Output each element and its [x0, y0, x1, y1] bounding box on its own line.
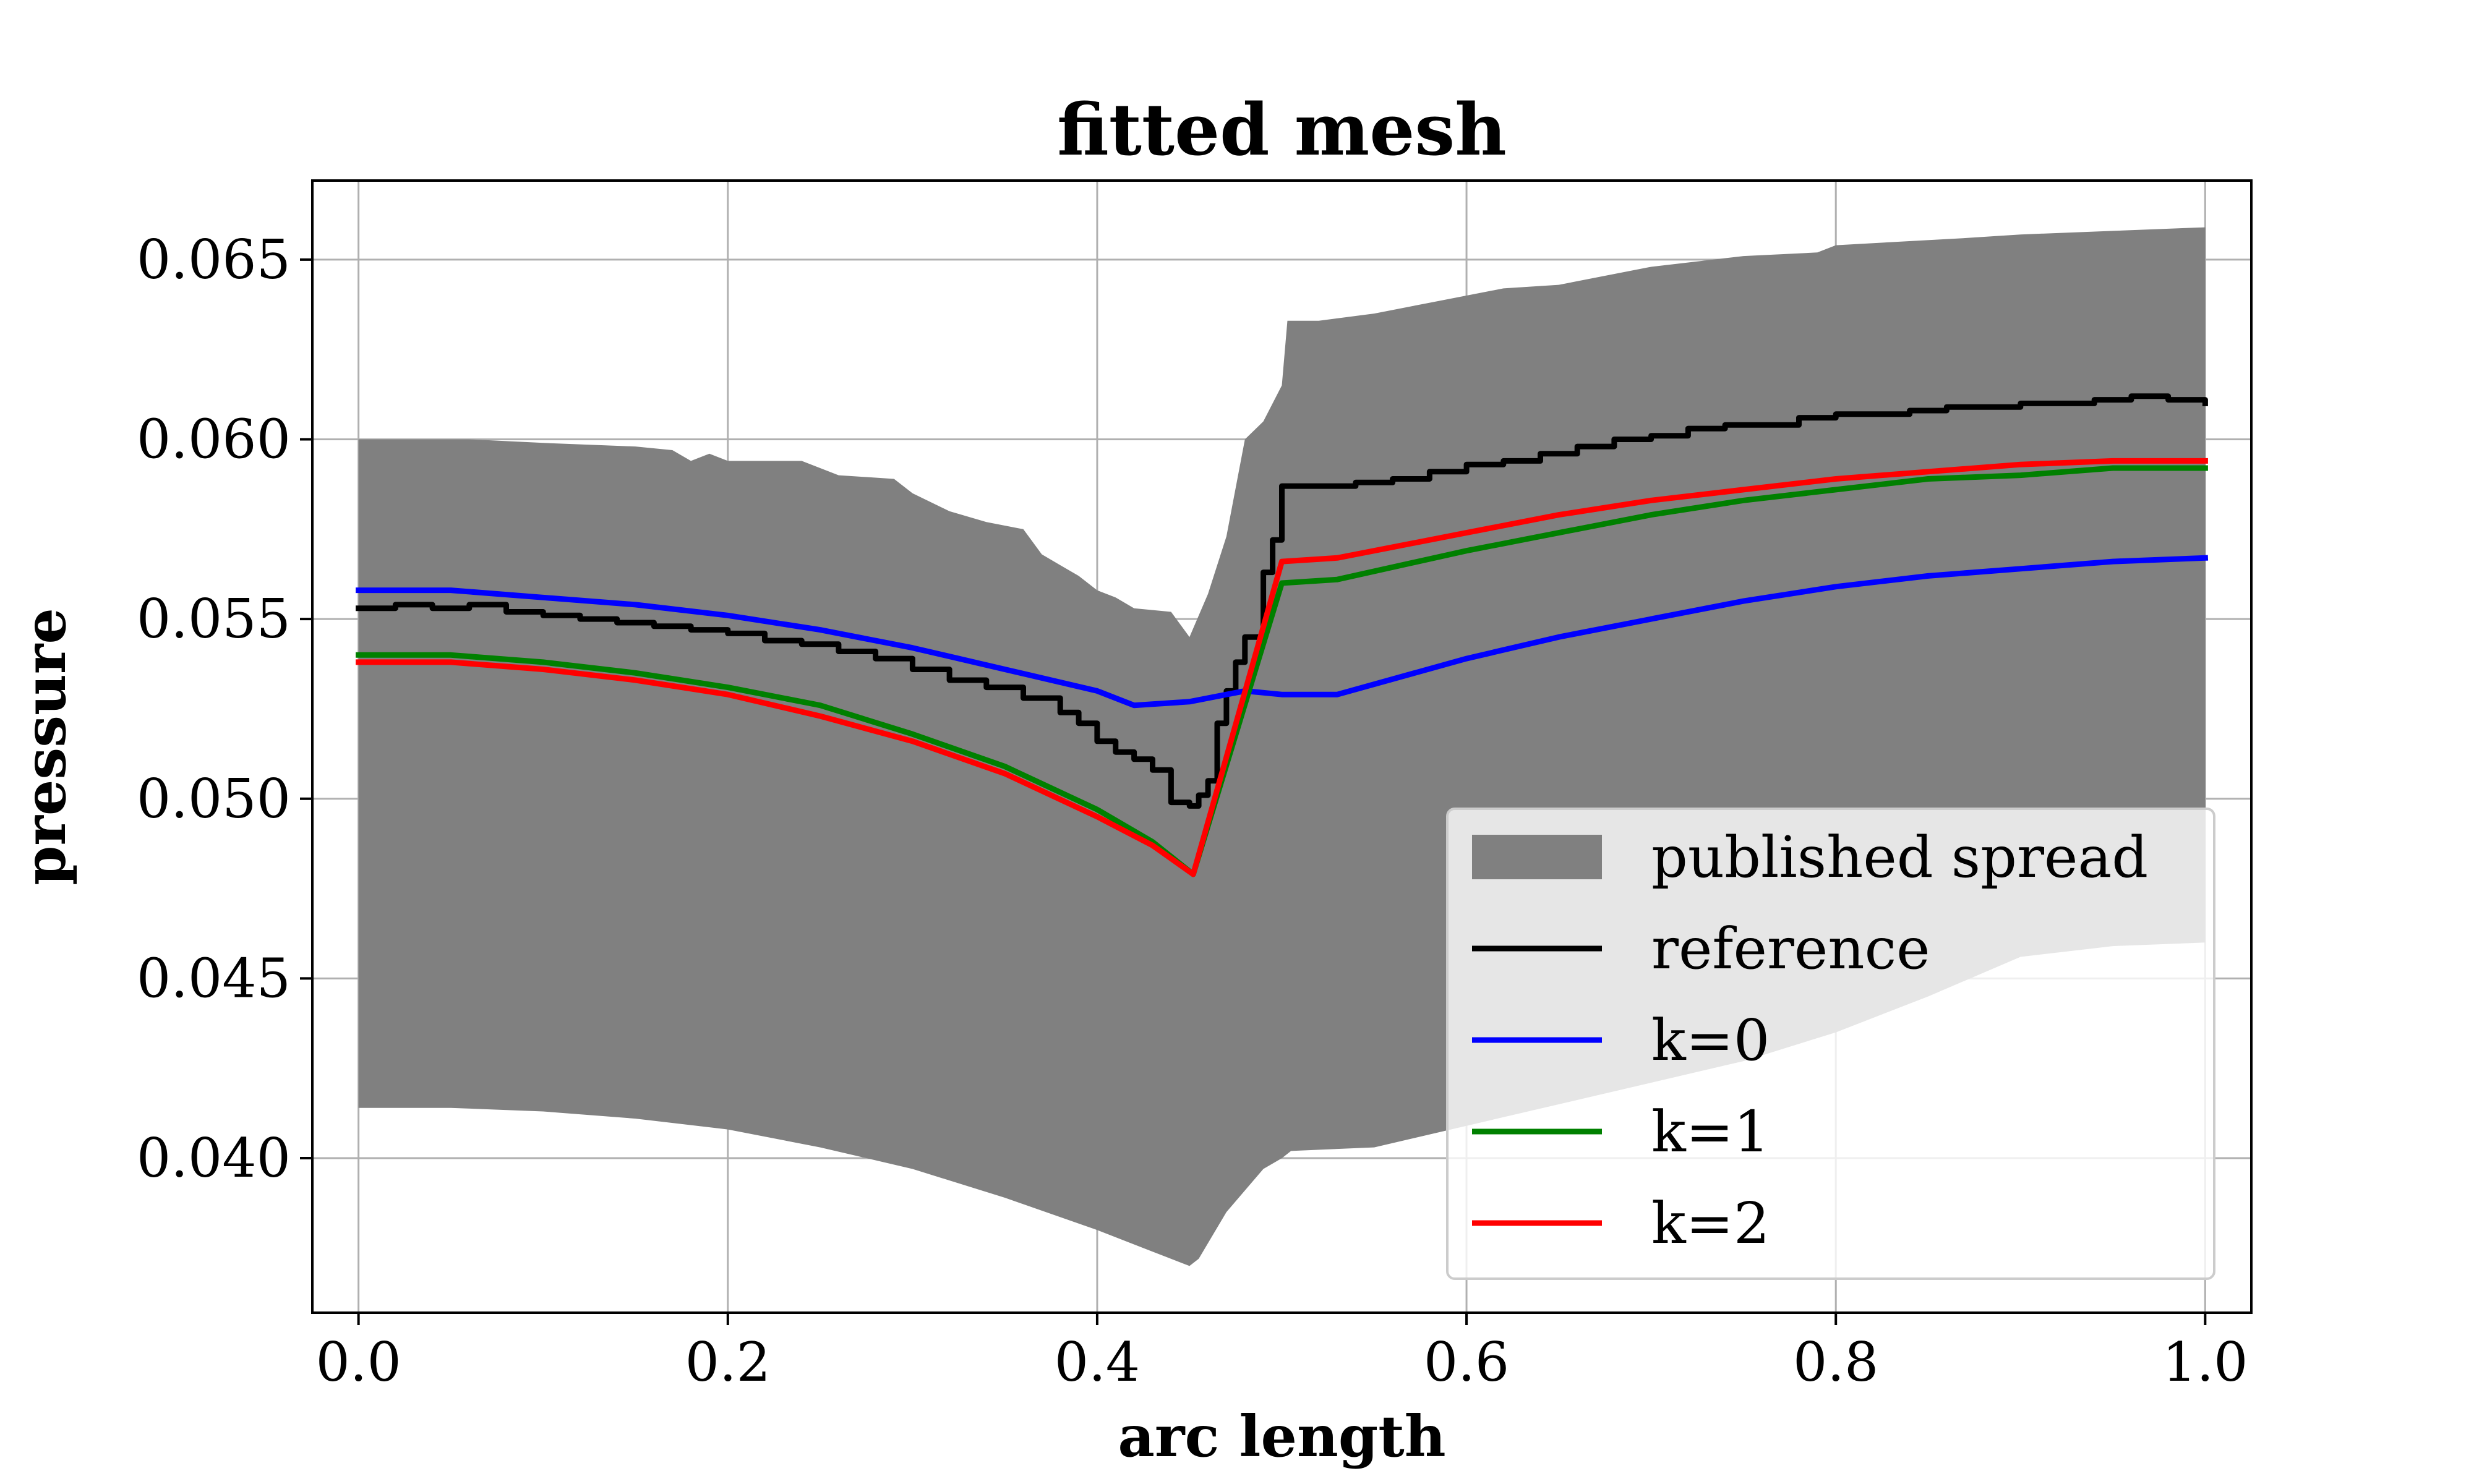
plot-frame — [311, 179, 2253, 1314]
series-line-k-0 — [356, 555, 2209, 709]
axis-ticks: 0.0 0.2 0.4 0.6 0.8 1.0 0.040 0.045 0.050 0.055 0.… — [137, 228, 2248, 1394]
legend-box — [1446, 808, 2215, 1280]
series-line-k-2 — [356, 458, 2208, 877]
series-lines — [356, 393, 2209, 877]
x-tick-label: 0.6 — [1424, 1331, 1509, 1394]
x-tick-label: 0.4 — [1055, 1331, 1140, 1394]
legend-swatch-published-spread — [1472, 835, 1602, 879]
x-tick-label: 0.0 — [315, 1331, 401, 1394]
y-tick-label: 0.050 — [137, 767, 291, 830]
y-tick-label: 0.060 — [137, 408, 291, 471]
series-line-reference — [356, 393, 2208, 809]
chart-title: fitted mesh — [1057, 88, 1507, 172]
legend-label-published-spread: published spread — [1651, 824, 2148, 890]
legend-label-k-2: k=2 — [1651, 1190, 1770, 1256]
legend-items: published spread reference k=0 k=1 k=2 — [1472, 824, 2148, 1256]
x-tick-label: 0.2 — [685, 1331, 771, 1394]
legend-label-reference: reference — [1651, 916, 1930, 982]
series-line-k-1 — [356, 465, 2208, 877]
y-tick-label: 0.065 — [137, 228, 291, 291]
y-tick-label: 0.055 — [137, 587, 291, 650]
x-axis-title: arc length — [1118, 1403, 1445, 1470]
legend: published spread reference k=0 k=1 k=2 — [1446, 808, 2215, 1280]
x-tick-label: 0.8 — [1793, 1331, 1878, 1394]
legend-label-k-1: k=1 — [1651, 1099, 1770, 1165]
y-tick-label: 0.040 — [137, 1127, 291, 1190]
legend-label-k-0: k=0 — [1651, 1007, 1770, 1073]
y-tick-label: 0.045 — [137, 947, 291, 1010]
x-tick-label: 1.0 — [2162, 1331, 2248, 1394]
y-axis-title: pressure — [12, 608, 79, 885]
